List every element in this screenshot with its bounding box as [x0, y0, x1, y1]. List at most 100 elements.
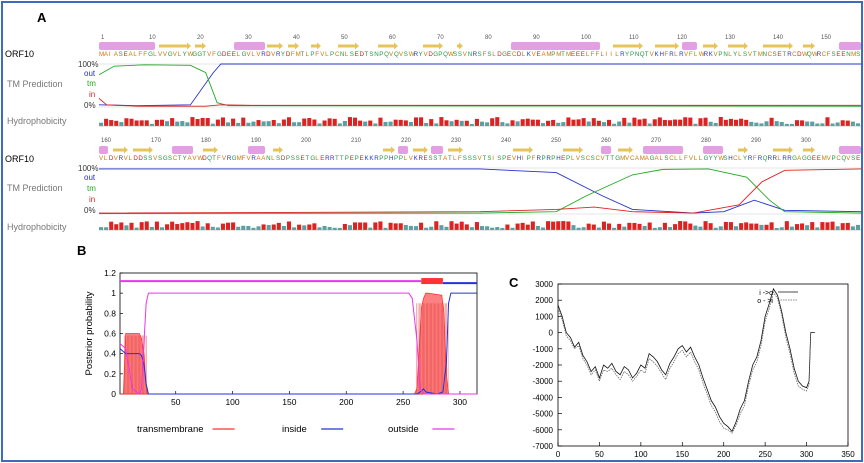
row1-hydro-bar [439, 117, 444, 126]
row2-strand [273, 146, 283, 154]
row1-hydro-bar [734, 119, 739, 126]
panel-b-ylabel: Posterior probability [84, 291, 95, 375]
panel-c-xtick-label: 0 [556, 450, 561, 459]
row1-residue: T [364, 51, 368, 58]
row2-hydro-bar [327, 226, 332, 230]
row1-hydro-bar [652, 119, 657, 126]
row2-hydro-bar [673, 224, 678, 230]
row1-residue: L [738, 51, 742, 58]
row1-residue: G [502, 51, 507, 58]
row1-hydro-bar [332, 118, 337, 126]
row1-residue: R [620, 51, 625, 58]
row1-hydro-bar [576, 119, 581, 126]
row1-ruler-tick: 100 [581, 35, 592, 41]
row2-hydro-bar [586, 223, 591, 230]
panel-c-legend-label: o - >i [757, 298, 773, 305]
row1-hydro-bar [449, 121, 454, 126]
row1-residue: D [286, 51, 291, 58]
panel-b-series-inside-line [119, 292, 477, 395]
row1-hydro-bar [632, 117, 637, 126]
row2-residue: P [566, 155, 570, 162]
row1-hydro-bar [830, 123, 835, 126]
row2-residue: P [286, 155, 290, 162]
row1-hydro-bar [215, 119, 220, 126]
row1-residue: T [645, 51, 649, 58]
row2-residue: A [187, 155, 192, 162]
panel-c-ytick-label: -7000 [533, 442, 554, 451]
row1-hydro-bar [840, 120, 845, 126]
panel-b-legend-label: outside [388, 424, 419, 435]
row2-hydro-bar [464, 224, 469, 230]
row2-residue: A [797, 155, 802, 162]
row2-residue: L [128, 155, 132, 162]
panel-b-ytick-label: 0.6 [104, 329, 116, 339]
row2-residue: L [777, 155, 781, 162]
row2-hydro-bar [845, 222, 850, 230]
row1-residue: M [851, 51, 856, 58]
row1-hydro-bar [251, 121, 256, 126]
row2-hydro-bar [241, 225, 246, 230]
row1-hydro-bar [327, 118, 332, 126]
row2-hydro-bar [779, 227, 784, 230]
row1-hydro-bar [317, 123, 322, 126]
panel-b-xtick-label: 250 [396, 397, 410, 407]
panel-c-xtick-label: 350 [841, 450, 855, 459]
row2-hydro-bar [398, 223, 403, 230]
row2-hydro-bar [256, 226, 261, 230]
row1-residue: Y [419, 51, 423, 58]
row1-hydro-bar [474, 118, 479, 126]
row2-hydro-bar [576, 227, 581, 230]
row1-residue: T [561, 51, 565, 58]
row1-residue: N [374, 51, 378, 58]
row1-hydro-bar [540, 123, 546, 126]
row1-hydro-bar [678, 119, 683, 126]
row2-residue: R [773, 155, 778, 162]
row2-hydrophobicity-label: Hydrophobicity [7, 222, 67, 232]
row2-hydro-bar [109, 221, 114, 230]
row1-hydro-bar [119, 122, 124, 126]
row1-residue: S [404, 51, 408, 58]
row1-residue: M [566, 51, 571, 58]
row1-residue: E [581, 51, 585, 58]
row2-hydro-bar [627, 222, 632, 230]
row2-helix [172, 146, 193, 154]
row2-hydro-bar [607, 223, 612, 230]
row2-ruler-tick: 170 [151, 138, 162, 144]
row1-hydro-bar [759, 123, 764, 126]
row2-hydro-bar [317, 227, 322, 230]
row1-hydro-bar [266, 121, 271, 126]
row1-residue: S [478, 51, 482, 58]
row2-residue: V [600, 155, 605, 162]
row2-hydro-bar [546, 221, 551, 230]
panel-c-ytick-label: 3000 [535, 280, 553, 289]
row1-hydro-bar [256, 120, 261, 126]
row2-ruler-tick: 300 [801, 138, 812, 144]
row2-residue: R [782, 155, 787, 162]
panel-b-ytick-label: 0.8 [104, 308, 116, 318]
row1-residue: Y [625, 51, 629, 58]
row2-hydro-bar [637, 223, 642, 230]
row2-ruler-tick: 290 [751, 138, 762, 144]
row1-hydro-bar [627, 122, 632, 126]
row1-hydro-bar [855, 123, 860, 126]
row1-hydro-bar [784, 123, 789, 126]
row1-residue: V [207, 51, 212, 58]
row1-residue: P [718, 51, 722, 58]
row2-ruler-tick: 180 [201, 138, 212, 144]
row2-residue: T [340, 155, 344, 162]
row1-residue: S [773, 51, 777, 58]
row2-residue: T [605, 155, 609, 162]
row1-hydro-bar [835, 122, 840, 126]
row2-hydro-bar [449, 221, 454, 230]
row2-hydro-bar [439, 225, 444, 230]
row2-hydro-bar [500, 227, 505, 230]
row1-hydro-bar [815, 123, 820, 126]
row2-ruler-tick: 160 [101, 138, 112, 144]
row1-ruler-tick: 110 [629, 35, 639, 41]
row1-hydro-bar [825, 117, 830, 126]
row1-strand [655, 42, 679, 50]
panel-c-xtick-label: 50 [595, 450, 604, 459]
row1-ruler-tick: 70 [437, 35, 444, 41]
row1-strand [338, 42, 359, 50]
row1-residue: L [492, 51, 496, 58]
